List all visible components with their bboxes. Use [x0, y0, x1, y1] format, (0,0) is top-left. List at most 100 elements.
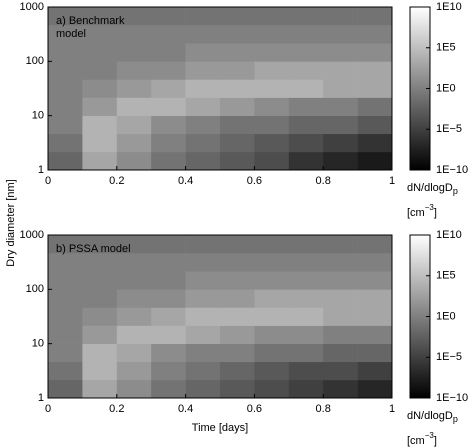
colorbar-unit-end: ]	[434, 207, 437, 219]
cell	[323, 151, 358, 171]
cell	[82, 343, 118, 363]
cell	[82, 25, 118, 44]
cell	[116, 325, 152, 344]
cell	[151, 97, 186, 116]
cell	[254, 361, 290, 381]
cell	[48, 361, 83, 381]
cell	[288, 151, 324, 171]
cell	[357, 253, 393, 272]
cell	[82, 235, 118, 254]
cell	[82, 271, 118, 290]
colorbar-tick-label: 1E−5	[436, 351, 462, 363]
cell	[357, 235, 393, 254]
cell	[357, 379, 393, 399]
colorbar-unit-sup: −3	[425, 203, 435, 212]
colorbar-unit: [cm−3]	[407, 203, 437, 219]
cell	[357, 133, 393, 153]
cell	[323, 379, 358, 399]
cell	[220, 235, 255, 254]
cell	[116, 235, 152, 254]
cell	[323, 361, 358, 381]
cell	[288, 379, 324, 399]
x-tick-label: 0.4	[178, 403, 193, 415]
cell	[357, 271, 393, 290]
colorbar-label: dN/dlogDp	[407, 182, 458, 196]
cell	[220, 97, 255, 116]
x-axis-label: Time [days]	[192, 422, 248, 434]
cell	[357, 25, 393, 44]
cell	[288, 343, 324, 363]
cell	[82, 289, 118, 308]
cell	[185, 253, 221, 272]
cell	[288, 25, 324, 44]
cell	[116, 133, 152, 153]
cell	[220, 115, 255, 135]
cell	[116, 271, 152, 290]
cell	[116, 43, 152, 62]
cell	[151, 7, 186, 26]
cell	[254, 325, 290, 344]
cell	[48, 379, 83, 399]
cell	[151, 235, 186, 254]
cell	[116, 307, 152, 326]
cell	[254, 25, 290, 44]
colorbar-unit-text: [cm	[407, 207, 425, 219]
cell	[220, 271, 255, 290]
plot-frame	[47, 6, 393, 171]
colorbar-tick-label: 1E10	[436, 229, 462, 241]
x-tick-label: 0	[45, 403, 51, 415]
cell	[82, 43, 118, 62]
colorbar-unit-text: [cm	[407, 435, 425, 447]
cell	[151, 325, 186, 344]
cell	[48, 43, 83, 62]
y-tick-label: 100	[26, 283, 44, 295]
cell	[288, 289, 324, 308]
cell	[357, 7, 393, 26]
cell	[323, 115, 358, 135]
y-tick-label: 1	[38, 164, 44, 176]
cell	[82, 7, 118, 26]
colorbar-tick-label: 1E10	[436, 1, 462, 13]
x-tick-label: 0.8	[316, 403, 331, 415]
cell	[151, 253, 186, 272]
cell	[288, 43, 324, 62]
plot-frame	[47, 234, 393, 399]
cell	[357, 61, 393, 80]
cell	[48, 151, 83, 171]
cell	[185, 325, 221, 344]
cell	[323, 97, 358, 116]
cell	[323, 253, 358, 272]
y-axis-label: Dry diameter [nm]	[5, 179, 17, 266]
cell	[254, 343, 290, 363]
cell	[151, 25, 186, 44]
cell	[288, 7, 324, 26]
cell	[82, 253, 118, 272]
colorbar-tick-label: 1E−5	[436, 123, 462, 135]
cell	[254, 271, 290, 290]
cell	[116, 379, 152, 399]
cell	[116, 253, 152, 272]
cell	[220, 307, 255, 326]
cell	[357, 79, 393, 98]
cell	[116, 7, 152, 26]
cell	[48, 325, 83, 344]
x-tick-label: 0.6	[247, 175, 262, 187]
cell	[185, 43, 221, 62]
cell	[82, 61, 118, 80]
cell	[220, 361, 255, 381]
cell	[185, 307, 221, 326]
cell	[220, 25, 255, 44]
cell	[220, 289, 255, 308]
cell	[357, 43, 393, 62]
colorbar-unit-end: ]	[434, 435, 437, 447]
cell	[185, 271, 221, 290]
cell	[185, 133, 221, 153]
cell	[185, 115, 221, 135]
cell	[185, 379, 221, 399]
cell	[151, 289, 186, 308]
cell	[185, 361, 221, 381]
cell	[220, 253, 255, 272]
cell	[82, 79, 118, 98]
cell	[151, 271, 186, 290]
cell	[185, 289, 221, 308]
